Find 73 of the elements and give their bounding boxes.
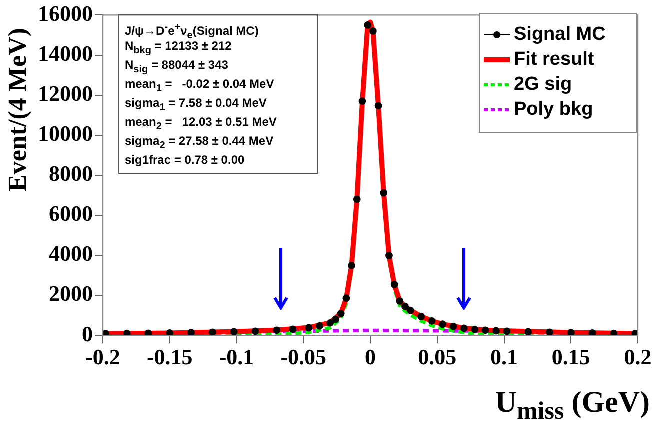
y-tick-label: 8000 [49,161,93,186]
point [386,252,393,260]
point [406,306,414,314]
point [450,322,458,330]
point [546,328,554,336]
y-tick-label: 4000 [49,241,93,266]
point [123,330,131,336]
y-tick-label: 16000 [38,0,93,26]
x-tick-label: 0.15 [552,344,590,370]
point [396,297,404,305]
y-tick-label: 0 [82,321,93,346]
point [369,28,377,35]
point [316,322,324,330]
y-tick-label: 2000 [49,281,93,306]
point [348,262,356,270]
x-tick-label: -0.05 [280,344,327,370]
y-tick-label: 14000 [38,40,93,66]
point [326,319,334,327]
point [230,328,238,336]
legend-label: Poly bkg [514,98,594,120]
annotation: sig1frac = 0.78 ± 0.00 [125,152,246,169]
point [524,328,532,336]
point [252,328,260,336]
x-tick-label: 0.1 [490,344,518,370]
point [273,326,281,334]
point [144,330,152,336]
x-tick-label: -0.1 [219,344,254,370]
point [588,329,596,336]
point [503,328,511,336]
point [471,326,479,334]
point [166,329,174,336]
point [188,329,195,336]
y-axis-title: Event/(4 MeV) [3,28,33,192]
annotation: mean$_{2}$ = 12.03 ± 0.51 MeV [125,114,278,132]
x-tick-label: -0.2 [86,344,120,370]
x-tick-label: 0 [365,344,376,370]
annotation: sigma$_{2}$ = 27.58 ± 0.44 MeV [125,133,275,152]
x-axis-title: U$_{miss}$ (GeV) [495,386,650,426]
point [567,329,575,336]
point [305,324,313,332]
point [482,326,490,334]
point [380,189,388,197]
annotation: mean$_{1}$ = -0.02 ± 0.04 MeV [125,76,276,94]
x-tick-label: -0.15 [146,344,193,370]
point [439,320,446,328]
legend-label: 2G sig [514,74,572,96]
point [358,98,366,106]
point [353,196,361,204]
point [492,327,500,335]
x-tick-label: 0.2 [624,344,652,370]
point [610,330,618,336]
annotation: J/ψ→D$^{-}$e$^{+}$ν$_{e}$(Signal MC) [125,21,260,42]
point [402,302,409,310]
y-tick-label: 10000 [38,121,93,146]
point [364,22,372,29]
point [337,310,345,318]
annotation: N$_{sig}$ = 88044 ± 343 [125,57,230,76]
annotation: N$_{bkg}$ = 12133 ± 212 [125,39,233,56]
point [332,316,340,324]
point [428,317,436,325]
legend-label: Signal MC [514,24,606,46]
y-tick-label: 6000 [49,201,93,226]
point [374,102,382,110]
y-tick-label: 12000 [38,80,93,106]
point [342,294,350,302]
x-tick-label: 0.05 [418,344,457,370]
point [208,328,216,336]
point [418,312,426,320]
legend-label: Fit result [514,48,594,70]
point [289,326,297,334]
annotation: sigma$_{1}$ = 7.58 ± 0.04 MeV [125,95,268,114]
point [390,281,398,288]
point [460,324,468,332]
